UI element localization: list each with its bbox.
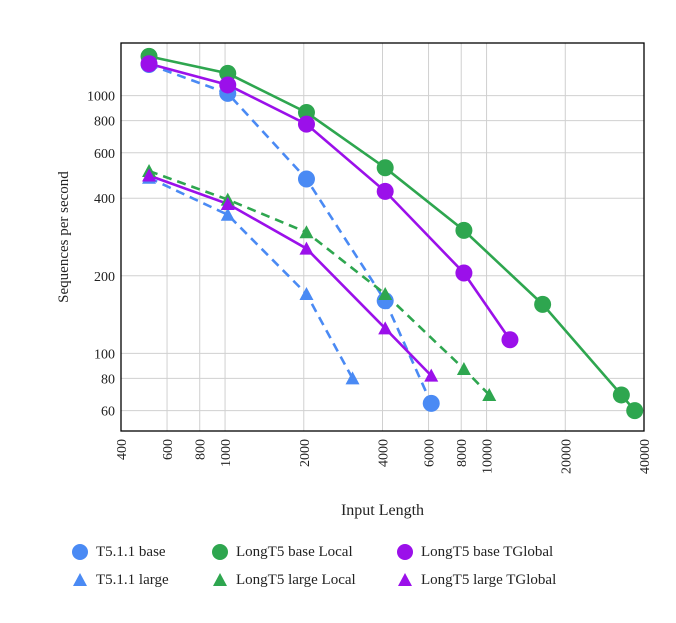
data-point (424, 368, 439, 382)
y-tick-label: 80 (101, 372, 115, 387)
legend-item: LongT5 base TGlobal (395, 542, 595, 562)
legend-label: LongT5 large TGlobal (421, 571, 557, 588)
data-point (297, 115, 315, 133)
legend-circle-marker (212, 544, 228, 560)
y-tick-label: 200 (94, 270, 115, 285)
series-line (148, 62, 512, 341)
legend-item: LongT5 large TGlobal (395, 570, 595, 590)
x-tick-label: 600 (161, 439, 176, 460)
x-tick-label: 20000 (559, 439, 574, 474)
legend-row-1: T5.1.1 base LongT5 base Local LongT5 bas… (70, 538, 630, 566)
data-point (220, 196, 235, 210)
y-tick-label: 60 (101, 405, 115, 420)
data-point (378, 286, 393, 300)
data-point (376, 182, 394, 200)
legend-item: LongT5 large Local (210, 570, 395, 590)
x-tick-label: 1000 (219, 439, 234, 467)
x-axis-title: Input Length (341, 502, 424, 519)
legend-label: LongT5 base TGlobal (421, 543, 554, 560)
legend-circle-marker (397, 544, 413, 560)
x-tick-label: 8000 (455, 439, 470, 467)
data-point (297, 104, 315, 122)
x-tick-label: 400 (115, 439, 130, 460)
legend: T5.1.1 base LongT5 base Local LongT5 bas… (70, 538, 630, 594)
series-line (148, 176, 354, 380)
data-point (455, 221, 473, 239)
data-point (482, 387, 497, 401)
y-tick-label: 1000 (87, 90, 115, 105)
data-point (220, 207, 235, 221)
legend-triangle-marker (398, 573, 412, 586)
y-tick-label: 800 (94, 115, 115, 130)
data-point (378, 321, 393, 335)
x-tick-label: 800 (194, 439, 209, 460)
data-point (297, 170, 315, 188)
x-tick-label: 40000 (638, 439, 653, 474)
data-point (299, 286, 314, 300)
y-tick-label: 600 (94, 147, 115, 162)
data-point (612, 386, 630, 404)
legend-label: LongT5 base Local (236, 543, 353, 560)
data-point (142, 168, 157, 182)
legend-circle-marker (72, 544, 88, 560)
legend-triangle-marker (73, 573, 87, 586)
legend-triangle-marker (213, 573, 227, 586)
legend-label: T5.1.1 large (96, 571, 169, 588)
x-tick-label: 6000 (423, 439, 438, 467)
plot-area-frame (120, 42, 645, 432)
data-point (376, 159, 394, 177)
legend-row-2: T5.1.1 large LongT5 large Local LongT5 l… (70, 566, 630, 594)
y-axis-title: Sequences per second (56, 171, 72, 303)
data-point (422, 394, 440, 412)
data-point (455, 264, 473, 282)
data-point (299, 225, 314, 239)
data-point (456, 361, 471, 375)
y-tick-label: 100 (94, 347, 115, 362)
legend-item: T5.1.1 large (70, 570, 210, 590)
data-point (345, 371, 360, 385)
data-point (299, 241, 314, 255)
legend-label: T5.1.1 base (96, 543, 166, 560)
legend-label: LongT5 large Local (236, 571, 356, 588)
data-point (534, 295, 552, 313)
x-tick-label: 2000 (298, 439, 313, 467)
x-tick-label: 4000 (377, 439, 392, 467)
data-point (501, 331, 519, 349)
x-tick-label: 10000 (481, 439, 496, 474)
legend-item: LongT5 base Local (210, 542, 395, 562)
data-point (626, 402, 644, 420)
series-line (148, 55, 636, 412)
y-tick-label: 400 (94, 192, 115, 207)
data-point (140, 55, 158, 73)
data-point (219, 76, 237, 94)
legend-item: T5.1.1 base (70, 542, 210, 562)
